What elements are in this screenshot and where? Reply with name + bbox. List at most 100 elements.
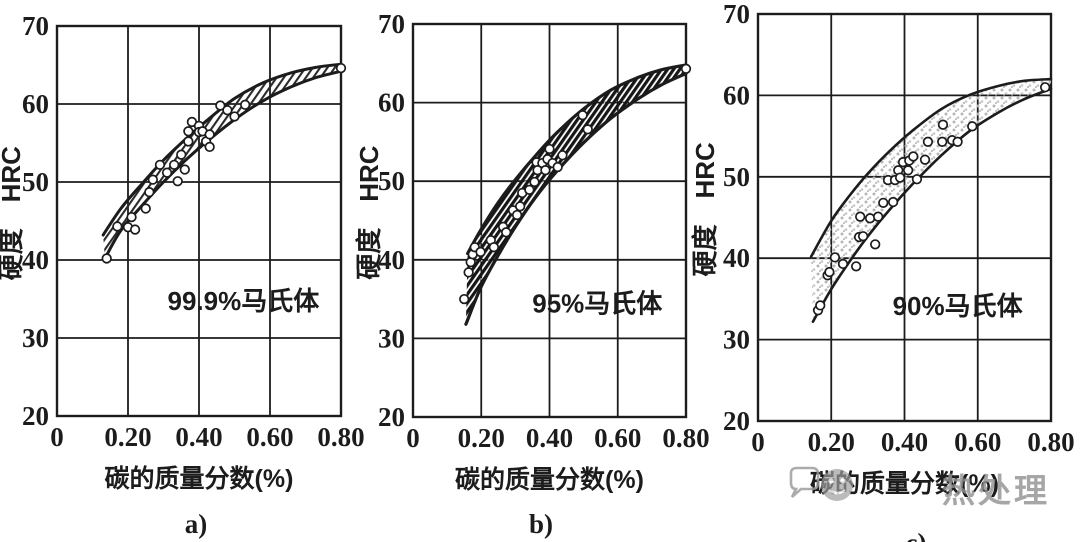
data-point bbox=[577, 110, 588, 121]
data-point bbox=[937, 136, 948, 147]
data-point bbox=[488, 242, 500, 253]
band-upper-curve bbox=[809, 77, 1053, 258]
y-tick-label: 20 bbox=[378, 402, 405, 432]
x-tick-label: 0.20 bbox=[458, 423, 505, 453]
data-point bbox=[815, 300, 826, 311]
data-point bbox=[952, 136, 963, 147]
data-point bbox=[864, 213, 876, 224]
y-axis-title: 硬度 HRC bbox=[690, 142, 720, 277]
plot-border bbox=[411, 22, 688, 419]
data-point bbox=[239, 99, 251, 110]
data-point bbox=[463, 267, 474, 278]
x-axis-title: 碳的质量分数(%) bbox=[105, 464, 294, 493]
data-point bbox=[557, 150, 568, 161]
gridlines bbox=[758, 14, 1051, 421]
data-point bbox=[459, 293, 470, 305]
data-point bbox=[475, 246, 486, 258]
x-tick-label: 0.80 bbox=[1027, 427, 1074, 457]
y-tick-label: 60 bbox=[22, 89, 49, 119]
data-point bbox=[204, 129, 215, 140]
y-tick-label: 40 bbox=[22, 245, 49, 275]
data-point bbox=[147, 174, 159, 185]
caption-a: a) bbox=[185, 509, 208, 539]
chart-c: 90%马氏体 20 30 40 50 60 70 0 0.20 0.40 0.60 0.80 碳的质量分… bbox=[690, 0, 1075, 542]
data-point bbox=[179, 164, 190, 175]
data-point bbox=[851, 261, 862, 272]
data-point bbox=[524, 184, 535, 195]
x-tick-label: 0.80 bbox=[662, 423, 709, 453]
y-tick-label: 60 bbox=[378, 88, 405, 118]
data-point bbox=[183, 136, 194, 147]
data-point bbox=[857, 231, 869, 242]
y-tick-label: 60 bbox=[723, 80, 750, 110]
data-point bbox=[1039, 82, 1051, 93]
data-point bbox=[937, 119, 949, 130]
plot-border bbox=[756, 12, 1053, 423]
x-tick-label: 0.40 bbox=[175, 422, 222, 452]
y-tick-label: 70 bbox=[378, 9, 405, 39]
data-point bbox=[872, 211, 884, 222]
scatter-band bbox=[465, 64, 686, 325]
band-upper-curve bbox=[101, 62, 343, 237]
y-axis-title: 硬度 HRC bbox=[0, 146, 26, 281]
y-tick-label: 50 bbox=[22, 167, 49, 197]
data-point bbox=[829, 252, 841, 263]
y-tick-label: 40 bbox=[723, 243, 750, 273]
chart-a: 99.9%马氏体 20 30 40 50 60 70 0 0.20 0.40 0.60 0.80 碳的质… bbox=[0, 11, 365, 539]
x-tick-label: 0 bbox=[50, 422, 64, 452]
caption-c: c) bbox=[906, 528, 927, 542]
data-point bbox=[215, 100, 226, 111]
x-tick-label: 0.40 bbox=[526, 423, 573, 453]
data-point bbox=[183, 126, 194, 137]
x-tick-label: 0 bbox=[751, 427, 765, 457]
data-point bbox=[552, 161, 563, 173]
x-tick-label: 0.20 bbox=[808, 427, 855, 457]
annotation-martensite: 95%马氏体 bbox=[532, 289, 663, 319]
y-tick-label: 20 bbox=[723, 406, 750, 436]
data-point bbox=[878, 197, 889, 208]
data-point bbox=[222, 105, 233, 116]
data-point bbox=[544, 143, 555, 155]
data-points bbox=[101, 62, 347, 264]
data-point bbox=[837, 258, 849, 270]
y-tick-label: 50 bbox=[378, 166, 405, 196]
y-tick-label: 30 bbox=[723, 325, 750, 355]
data-point bbox=[126, 211, 137, 223]
x-axis-title: 碳的质量分数(%) bbox=[810, 469, 999, 498]
data-point bbox=[176, 149, 187, 160]
data-point bbox=[919, 154, 931, 165]
x-tick-label: 0.80 bbox=[317, 422, 364, 452]
x-tick-label: 0.40 bbox=[881, 427, 928, 457]
data-point bbox=[140, 203, 151, 214]
band-upper-curve bbox=[466, 63, 688, 256]
y-tick-label: 40 bbox=[378, 245, 405, 275]
y-tick-label: 70 bbox=[723, 0, 750, 29]
y-tick-label: 30 bbox=[378, 323, 405, 353]
data-points bbox=[459, 63, 692, 305]
y-axis-title: 硬度 HRC bbox=[354, 145, 384, 280]
band-lower-curve bbox=[811, 87, 1053, 323]
y-tick-label: 50 bbox=[723, 162, 750, 192]
data-point bbox=[887, 196, 899, 208]
y-tick-label: 30 bbox=[22, 323, 49, 353]
data-point bbox=[824, 266, 835, 278]
data-point bbox=[511, 209, 523, 221]
x-tick-label: 0.60 bbox=[594, 423, 641, 453]
x-tick-label: 0.60 bbox=[954, 427, 1001, 457]
data-point bbox=[168, 159, 180, 170]
data-point bbox=[967, 121, 978, 132]
data-point bbox=[908, 151, 919, 162]
data-point bbox=[540, 165, 551, 176]
data-point bbox=[335, 62, 347, 74]
data-point bbox=[903, 165, 914, 176]
x-axis-title: 碳的质量分数(%) bbox=[455, 465, 644, 494]
y-tick-label: 70 bbox=[22, 11, 49, 41]
data-point bbox=[515, 201, 526, 212]
chart-b: 95%马氏体 20 30 40 50 60 70 0 0.20 0.40 0.60 0.80 碳的质量分… bbox=[354, 9, 710, 539]
annotation-martensite: 90%马氏体 bbox=[893, 291, 1024, 321]
data-point bbox=[680, 63, 692, 74]
data-point bbox=[154, 159, 166, 170]
data-point bbox=[501, 227, 512, 238]
